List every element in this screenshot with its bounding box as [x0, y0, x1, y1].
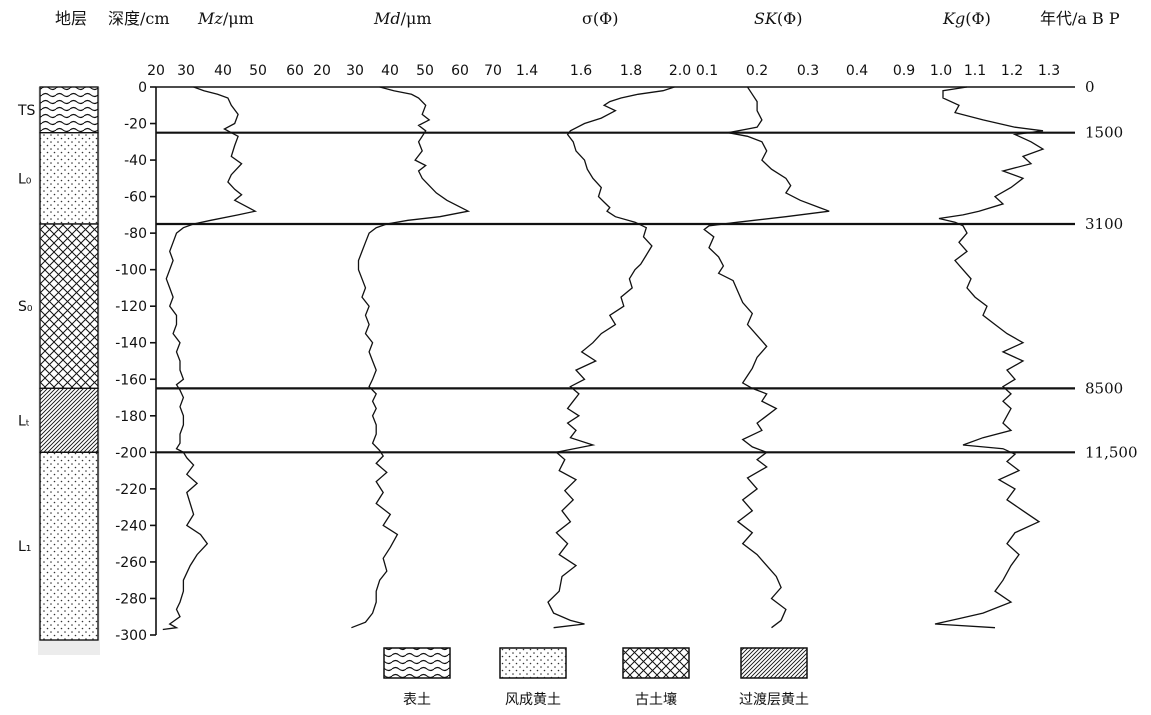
- strata-label-2: S₀: [18, 299, 33, 315]
- depth-tick-label-3: -60: [124, 190, 147, 206]
- series-line-0: [162, 86, 258, 631]
- x-tick-label-0-1: 30: [177, 63, 195, 79]
- age-label-3: 8500: [1085, 379, 1123, 397]
- legend-swatch-0: [383, 647, 451, 679]
- column-headers: 地层 深度/cm Mz/μm Md/μm σ(Φ) SK(Φ) Kg(Φ) 年代…: [55, 9, 1120, 28]
- x-tick-label-1-2: 40: [381, 63, 399, 79]
- legend-swatch-2: [622, 647, 690, 679]
- strata-column: TS L₀ S₀ Lₜ L₁: [17, 86, 100, 655]
- mz-header-unit: /μm: [223, 9, 254, 28]
- depth-tick-label-12: -240: [115, 518, 147, 534]
- kg-header: Kg(Φ): [942, 9, 991, 28]
- depth-tick-label-11: -220: [115, 482, 147, 498]
- legend-label-2: 古土壤: [635, 691, 677, 708]
- x-tick-label-3-3: 0.4: [846, 63, 868, 79]
- depth-tick-label-8: -160: [115, 372, 147, 388]
- x-tick-label-2-1: 1.6: [570, 63, 592, 79]
- x-tick-label-1-5: 70: [484, 63, 502, 79]
- x-tick-label-4-4: 1.3: [1038, 63, 1060, 79]
- x-tick-label-4-1: 1.0: [930, 63, 952, 79]
- depth-tick-label-7: -140: [115, 336, 147, 352]
- depth-tick-label-14: -280: [115, 591, 147, 607]
- md-header: Md/μm: [373, 9, 432, 28]
- depth-tick-labels: 0 -20 -40 -60 -80 -100 -120 -140 -160 -180 -200 -22…: [115, 80, 147, 644]
- series-line-3: [703, 86, 830, 629]
- x-tick-label-1-4: 60: [451, 63, 469, 79]
- sigma-header: σ(Φ): [582, 9, 619, 28]
- x-tick-label-1-0: 20: [313, 63, 331, 79]
- depth-tick-label-6: -120: [115, 299, 147, 315]
- x-tick-label-3-2: 0.3: [797, 63, 819, 79]
- strata-layer-pattern-1: [39, 132, 99, 225]
- sk-header: SK(Φ): [754, 9, 803, 28]
- plot-axes: [150, 86, 1075, 636]
- depth-tick-label-4: -80: [124, 226, 147, 242]
- age-header: 年代/a B P: [1040, 9, 1120, 28]
- legend: 表土 风成黄土 古土壤 过渡层黄土: [383, 647, 809, 708]
- strata-label-3: Lₜ: [18, 413, 30, 429]
- depth-tick-label-15: -300: [115, 628, 147, 644]
- x-tick-label-4-3: 1.2: [1001, 63, 1023, 79]
- x-tick-label-0-0: 20: [147, 63, 165, 79]
- kg-header-var: Kg: [942, 9, 965, 28]
- age-label-4: 11,500: [1085, 443, 1138, 461]
- md-header-unit: /μm: [401, 9, 432, 28]
- strata-label-4: L₁: [18, 539, 31, 555]
- sk-header-unit: (Φ): [777, 9, 803, 28]
- x-tick-label-1-1: 30: [346, 63, 364, 79]
- x-tick-label-3-0: 0.1: [696, 63, 718, 79]
- x-tick-label-2-2: 1.8: [620, 63, 642, 79]
- series-lines: [162, 86, 1045, 631]
- depth-tick-label-5: -100: [115, 263, 147, 279]
- md-header-var: Md: [373, 9, 401, 28]
- horizon-lines: 0 1500 3100 8500 11,500: [156, 78, 1138, 461]
- x-tick-label-3-1: 0.2: [746, 63, 768, 79]
- strata-layer-pattern-3: [39, 387, 99, 453]
- depth-tick-label-10: -200: [115, 445, 147, 461]
- legend-swatch-1: [499, 647, 567, 679]
- age-label-1: 1500: [1085, 124, 1123, 142]
- x-tick-label-0-3: 50: [249, 63, 267, 79]
- mz-header-var: Mz: [197, 9, 223, 28]
- sk-header-var: SK: [754, 9, 778, 28]
- x-tick-label-2-3: 2.0: [669, 63, 691, 79]
- depth-tick-label-9: -180: [115, 409, 147, 425]
- legend-label-3: 过渡层黄土: [739, 691, 809, 708]
- series-line-2: [547, 86, 675, 629]
- kg-header-unit: (Φ): [965, 9, 991, 28]
- x-tick-label-0-4: 60: [286, 63, 304, 79]
- depth-tick-label-1: -20: [124, 117, 147, 133]
- x-tick-label-1-3: 50: [416, 63, 434, 79]
- depth-tick-label-13: -260: [115, 555, 147, 571]
- strata-layer-pattern-4: [39, 451, 99, 641]
- legend-swatch-3: [740, 647, 808, 679]
- legend-label-0: 表土: [403, 692, 431, 708]
- strata-header: 地层: [55, 9, 87, 28]
- strata-label-1: L₀: [18, 171, 32, 187]
- x-tick-label-2-0: 1.4: [516, 63, 538, 79]
- x-tick-label-4-2: 1.1: [964, 63, 986, 79]
- legend-label-1: 风成黄土: [505, 691, 561, 708]
- age-label-0: 0: [1085, 78, 1095, 96]
- x-tick-label-0-2: 40: [214, 63, 232, 79]
- series-line-1: [351, 86, 471, 629]
- strata-layer-pattern-0: [39, 86, 99, 134]
- age-label-2: 3100: [1085, 215, 1123, 233]
- depth-header: 深度/cm: [108, 9, 170, 28]
- series-line-4: [934, 86, 1045, 629]
- depth-tick-label-0: 0: [138, 80, 147, 96]
- strata-label-0: TS: [17, 103, 36, 119]
- strata-layer-pattern-2: [39, 223, 99, 389]
- mz-header: Mz/μm: [197, 9, 254, 28]
- x-tick-label-4-0: 0.9: [893, 63, 915, 79]
- x-tick-labels: 20 30 40 50 60 20 30 40 50 60 70 1.4 1.6 1.8 2.0 0.1 0.2…: [147, 63, 1060, 79]
- depth-tick-label-2: -40: [124, 153, 147, 169]
